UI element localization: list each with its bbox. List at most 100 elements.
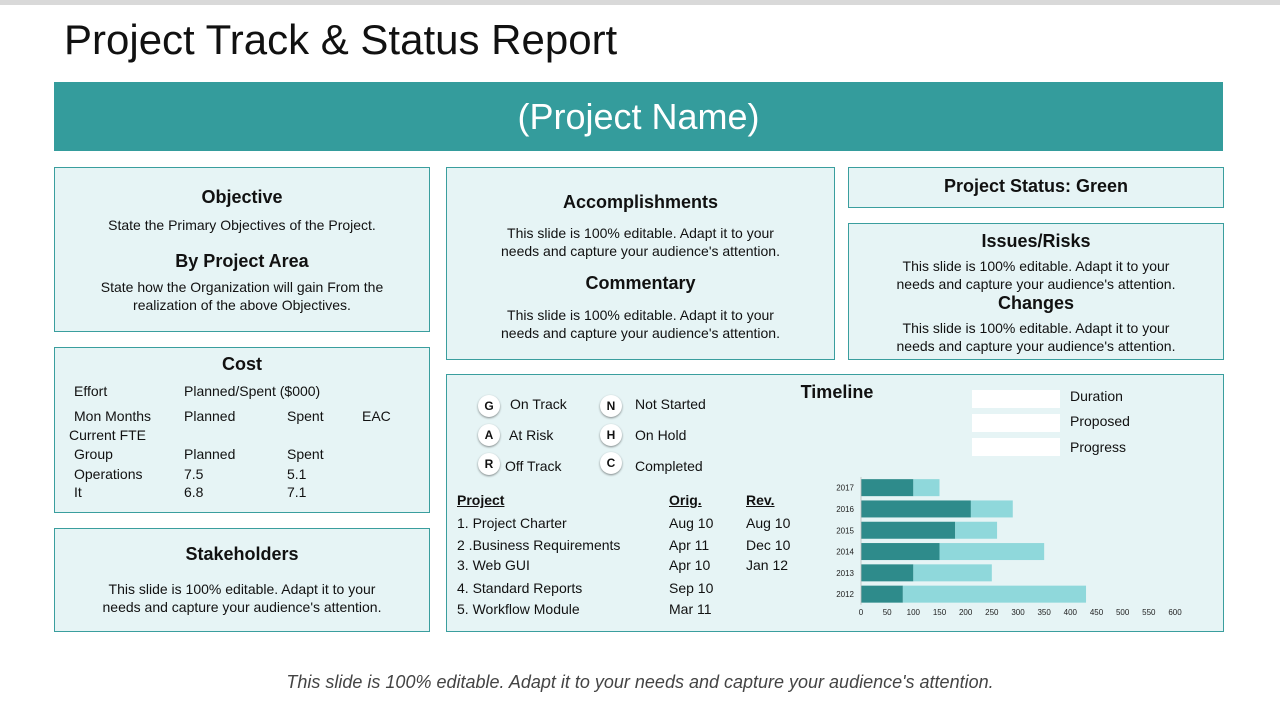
project-name: 3. Web GUI	[457, 557, 530, 573]
cost-row-planned: 6.8	[184, 484, 204, 500]
spent-header: Spent	[287, 408, 324, 424]
bar-2013-segment-2	[913, 564, 992, 582]
bar-2014-segment-2	[939, 543, 1045, 561]
stakeholders-text-line-1: This slide is 100% editable. Adapt it to…	[108, 581, 376, 597]
cost-row-planned: 7.5	[184, 466, 204, 482]
by-project-area-heading: By Project Area	[175, 251, 309, 271]
changes-text-line-1: This slide is 100% editable. Adapt it to…	[902, 320, 1170, 336]
project-area-text-line-2: realization of the above Objectives.	[133, 297, 351, 313]
x-tick-label: 150	[933, 608, 947, 617]
bar-2017-segment-1	[861, 479, 914, 497]
project-rev-date: Aug 10	[746, 515, 791, 531]
changes-text-line-2: needs and capture your audience's attent…	[896, 338, 1176, 354]
status-badge-g: G	[478, 395, 500, 417]
eac-header: EAC	[362, 408, 391, 424]
accomplishments-text-line-1: This slide is 100% editable. Adapt it to…	[507, 225, 774, 241]
planned-spent-label: Planned/Spent ($000)	[184, 383, 321, 399]
x-tick-label: 200	[959, 608, 973, 617]
bar-2014-segment-1	[861, 543, 940, 561]
bar-2017-segment-2	[913, 479, 940, 497]
progress-legend-swatch	[972, 438, 1060, 456]
group-header: Group	[74, 446, 113, 462]
page-title: Project Track & Status Report	[64, 16, 618, 63]
cost-row-spent: 5.1	[287, 466, 307, 482]
x-tick-label: 100	[907, 608, 921, 617]
changes-heading: Changes	[997, 293, 1075, 313]
project-area-text-line-1: State how the Organization will gain Fro…	[100, 279, 384, 295]
issues-risks-heading: Issues/Risks	[981, 231, 1091, 251]
proposed-legend-label: Proposed	[1070, 413, 1130, 429]
status-badge-n: N	[600, 395, 622, 417]
timeline-bar-chart: 2017 2016 2015 2014 2013 2012 0 50 100 150 200 250 3…	[836, 477, 1182, 617]
x-tick-label: 400	[1064, 608, 1078, 617]
category-tick-label: 2014	[836, 548, 854, 557]
x-tick-label: 450	[1090, 608, 1104, 617]
cost-row-name: It	[74, 484, 82, 500]
footer-note: This slide is 100% editable. Adapt it to…	[286, 672, 994, 692]
current-fte-label: Current FTE	[69, 427, 147, 443]
category-tick-label: 2012	[836, 590, 854, 599]
accomplishments-panel: Accomplishments This slide is 100% edita…	[446, 167, 835, 360]
project-rev-date: Dec 10	[746, 537, 791, 553]
project-orig-date: Apr 11	[669, 537, 710, 553]
project-rev-date: Jan 12	[746, 557, 789, 573]
project-name: 2 .Business Requirements	[457, 537, 621, 553]
category-tick-label: 2016	[836, 505, 854, 514]
status-legend-label: Not Started	[635, 396, 706, 412]
project-status-label: Project Status: Green	[943, 176, 1129, 196]
cost-heading: Cost	[222, 354, 262, 374]
issues-text-line-1: This slide is 100% editable. Adapt it to…	[902, 258, 1170, 274]
project-orig-date: Aug 10	[669, 515, 714, 531]
rev-column-header: Rev.	[746, 492, 775, 508]
group-planned-header: Planned	[184, 446, 236, 462]
status-badge-c: C	[600, 452, 622, 474]
bar-2012-segment-1	[861, 585, 903, 603]
bar-2015-segment-2	[955, 521, 998, 539]
top-rule	[0, 0, 1280, 5]
cost-row-name: Operations	[74, 466, 143, 482]
x-tick-label: 250	[985, 608, 999, 617]
status-legend-label: On Hold	[635, 427, 687, 443]
cost-panel: Cost Effort Planned/Spent ($000) Mon Mon…	[54, 347, 430, 513]
x-tick-label: 0	[859, 608, 864, 617]
category-tick-label: 2017	[836, 484, 854, 493]
bar-2016-segment-2	[970, 500, 1013, 518]
project-name: 4. Standard Reports	[457, 580, 583, 596]
objective-panel: Objective State the Primary Objectives o…	[54, 167, 430, 332]
group-spent-header: Spent	[287, 446, 324, 462]
project-orig-date: Sep 10	[669, 580, 714, 596]
project-name-banner: (Project Name)	[54, 82, 1223, 151]
category-tick-label: 2015	[836, 526, 854, 535]
x-tick-label: 300	[1011, 608, 1025, 617]
proposed-legend-swatch	[972, 414, 1060, 432]
cost-row-spent: 7.1	[287, 484, 307, 500]
effort-label: Effort	[74, 383, 108, 399]
status-badge-a: A	[478, 424, 500, 446]
stakeholders-heading: Stakeholders	[185, 544, 299, 564]
mon-months-label: Mon Months	[74, 408, 152, 424]
commentary-text-line-2: needs and capture your audience's attent…	[501, 325, 780, 341]
status-badge-h: H	[600, 424, 622, 446]
bar-2016-segment-1	[861, 500, 971, 518]
bar-2013-segment-1	[861, 564, 914, 582]
category-tick-label: 2013	[836, 569, 854, 578]
orig-column-header: Orig.	[669, 492, 702, 508]
stakeholders-text-line-2: needs and capture your audience's attent…	[102, 599, 382, 615]
status-legend-label: On Track	[510, 396, 567, 412]
bar-2012-segment-2	[902, 585, 1087, 603]
status-legend-label: Completed	[635, 458, 703, 474]
project-status-panel: Project Status: Green	[848, 167, 1224, 208]
project-orig-date: Apr 10	[669, 557, 711, 573]
bar-2015-segment-1	[861, 521, 956, 539]
accomplishments-heading: Accomplishments	[562, 192, 719, 212]
project-orig-date: Mar 11	[669, 601, 712, 617]
progress-legend-label: Progress	[1070, 439, 1127, 455]
duration-legend-label: Duration	[1070, 388, 1123, 404]
x-tick-label: 350	[1037, 608, 1051, 617]
x-tick-label: 600	[1168, 608, 1182, 617]
project-name: 1. Project Charter	[457, 515, 567, 531]
status-badge-r: R	[478, 453, 500, 475]
timeline-heading: Timeline	[800, 382, 874, 402]
commentary-heading: Commentary	[585, 273, 696, 293]
issues-text-line-2: needs and capture your audience's attent…	[896, 276, 1176, 292]
